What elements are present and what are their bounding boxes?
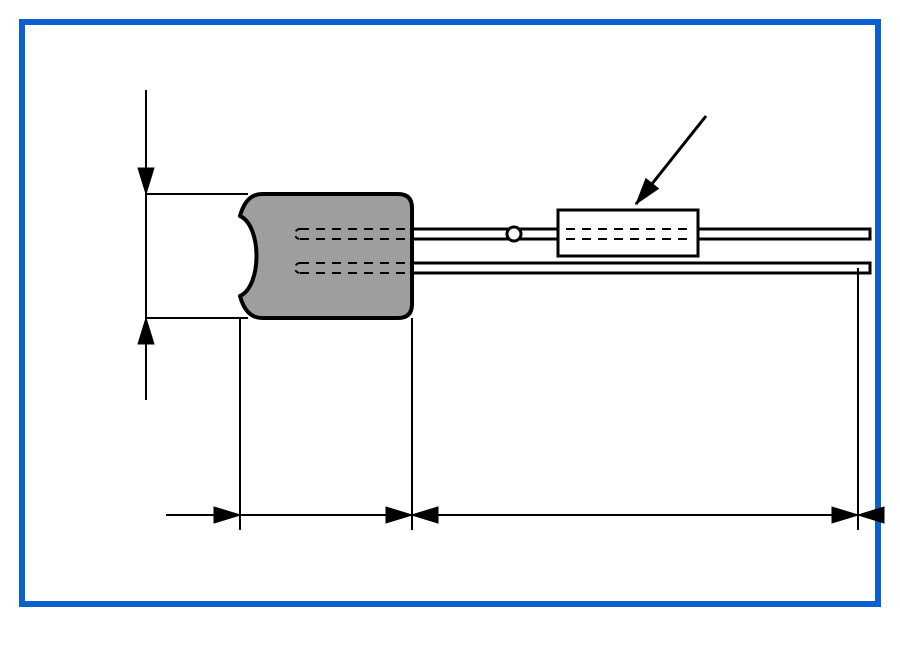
sensor-body bbox=[240, 194, 412, 318]
wire-bead bbox=[507, 227, 521, 241]
technical-diagram bbox=[0, 0, 900, 650]
lead-wire-bottom bbox=[412, 263, 870, 273]
outer-frame bbox=[22, 22, 878, 604]
sleeve bbox=[558, 210, 698, 256]
